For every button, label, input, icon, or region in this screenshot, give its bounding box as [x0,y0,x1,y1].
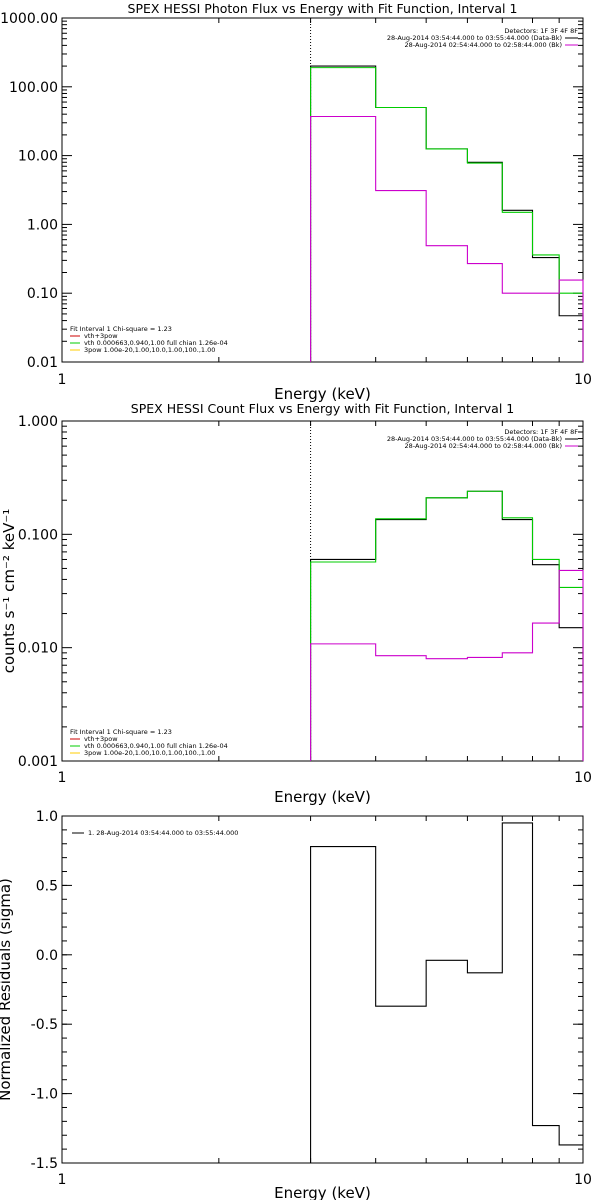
x-tick-label: 1 [58,770,67,786]
legend-header: Fit Interval 1 Chi-square = 1.23 [70,325,172,333]
y-tick-label: 10.00 [18,149,58,165]
series-line-1 [310,490,584,761]
chart-title: SPEX HESSI Count Flux vs Energy with Fit… [131,401,514,416]
y-tick-label: 0.010 [18,641,58,657]
x-tick-label: 10 [574,1172,592,1188]
legend-entry-label: vth 0.000663,0.940,1.00 full chian 1.26e… [84,339,228,347]
x-tick-label: 1 [58,372,67,388]
legend-entry-label: vth+3pow [84,332,118,340]
x-axis-label: Energy (keV) [274,788,371,806]
legend-entry-label: vth 0.000663,0.940,1.00 full chian 1.26e… [84,742,228,750]
x-tick-label: 10 [574,372,592,388]
legend-entry-label: 3pow 1.00e-20,1.00,10.0,1.00,100.,1.00 [84,749,215,757]
y-tick-label: 1.0 [36,809,58,825]
plot-frame [61,815,584,1164]
plot-frame [61,420,584,762]
y-tick-label: 100.00 [9,80,58,96]
series-line-0 [310,65,584,362]
legend-header: Detectors: 1F 3F 4F 8F [504,27,578,35]
y-tick-label: 1000.00 [0,11,58,27]
y-tick-label: -1.5 [31,1156,58,1172]
series-line-2 [310,115,584,362]
y-tick-label: 0.10 [27,286,58,302]
x-tick-label: 1 [58,1172,67,1188]
series-line-1 [310,67,584,362]
legend-entry-label: 28-Aug-2014 02:54:44.000 to 02:58:44.000… [405,442,562,450]
y-tick-label: -0.5 [31,1017,58,1033]
y-axis-label: counts s⁻¹ cm⁻² keV⁻¹ [0,509,18,674]
residuals-panel: 1 10 Energy (keV) -1.5 -1.0 -0.5 0.0 0.5 1.0 Norm… [0,809,592,1200]
y-tick-label: 0.100 [18,527,58,543]
y-axis-label: Normalized Residuals (sigma) [0,878,14,1101]
y-tick-label: 0.5 [36,878,58,894]
y-tick-label: 0.0 [36,948,58,964]
legend-entry-label: vth+3pow [84,735,118,743]
y-tick-label: 0.001 [18,754,58,770]
y-tick-label: 1.00 [27,217,58,233]
series-line-0 [310,490,584,761]
x-axis-label: Energy (keV) [274,385,371,403]
series-line-0 [310,822,583,1163]
count-flux-panel: SPEX HESSI Count Flux vs Energy with Fit… [0,401,592,806]
x-tick-label: 10 [574,770,592,786]
plot-frame [61,17,584,363]
legend-entry-label: 3pow 1.00e-20,1.00,10.0,1.00,100.,1.00 [84,346,215,354]
y-tick-label: -1.0 [31,1087,58,1103]
legend-entry-label: 28-Aug-2014 02:54:44.000 to 02:58:44.000… [405,41,562,49]
legend-entry-label: 28-Aug-2014 03:54:44.000 to 03:55:44.000… [387,34,562,42]
y-tick-label: 0.01 [27,355,58,371]
series-line-2 [310,569,584,761]
photon-flux-panel: SPEX HESSI Photon Flux vs Energy with Fi… [0,1,592,403]
x-axis-label: Energy (keV) [274,1184,371,1200]
legend-entry-label: 1. 28-Aug-2014 03:54:44.000 to 03:55:44.… [88,829,238,837]
legend-header: Fit Interval 1 Chi-square = 1.23 [70,728,172,736]
legend-entry-label: 28-Aug-2014 03:54:44.000 to 03:55:44.000… [387,435,562,443]
y-tick-label: 1.000 [18,414,58,430]
legend-header: Detectors: 1F 3F 4F 8F [504,428,578,436]
chart-title: SPEX HESSI Photon Flux vs Energy with Fi… [128,1,518,16]
